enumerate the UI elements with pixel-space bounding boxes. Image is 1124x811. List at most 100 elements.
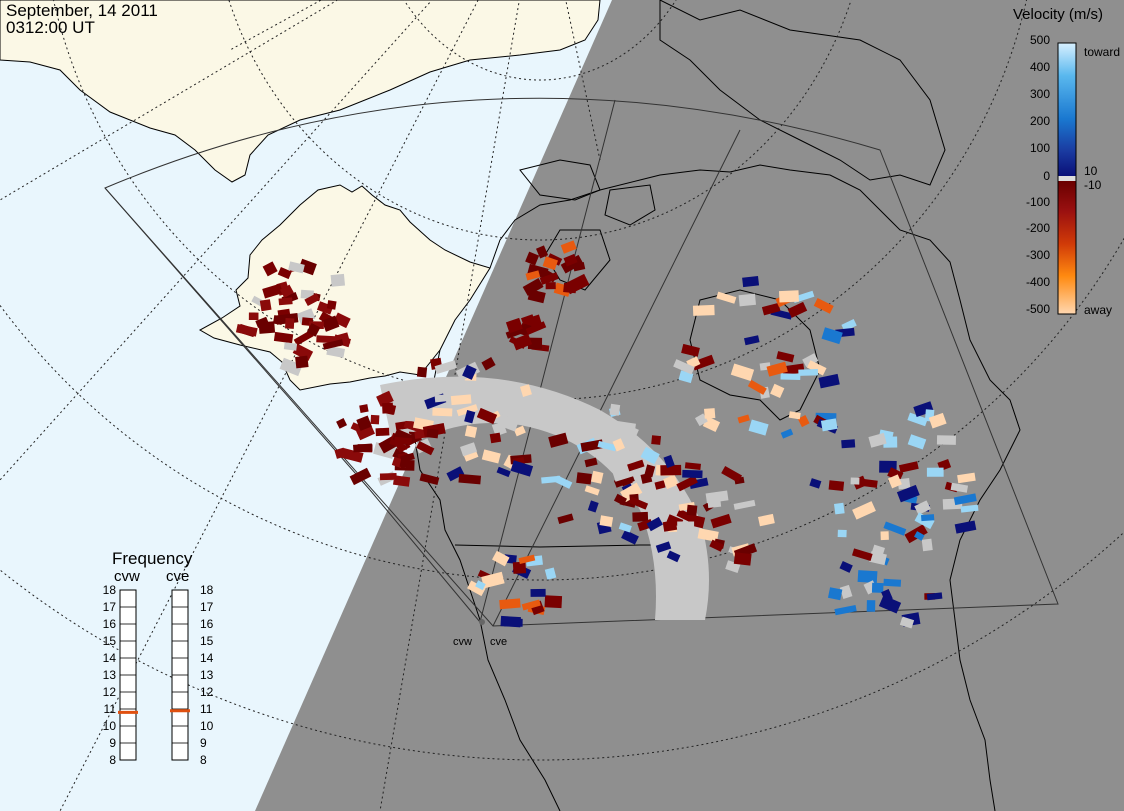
velocity-vector bbox=[283, 342, 298, 351]
velocity-vector bbox=[913, 401, 934, 418]
velocity-vector bbox=[599, 515, 614, 527]
velocity-vector bbox=[828, 480, 845, 491]
velocity-vector bbox=[476, 407, 498, 425]
velocity-vector bbox=[356, 415, 372, 431]
velocity-vector bbox=[697, 528, 719, 542]
velocity-vector bbox=[432, 407, 453, 417]
velocity-vector bbox=[914, 500, 931, 515]
velocity-vector bbox=[352, 443, 373, 453]
velocity-vector bbox=[733, 552, 752, 566]
velocity-vector bbox=[356, 424, 375, 441]
frequency-tick-label: 18 bbox=[200, 583, 214, 597]
velocity-vector bbox=[583, 420, 602, 431]
velocity-vector bbox=[897, 478, 911, 490]
velocity-vector bbox=[548, 432, 569, 448]
velocity-scale-title: Velocity (m/s) bbox=[1013, 6, 1104, 23]
velocity-vector bbox=[841, 318, 857, 332]
velocity-vector bbox=[280, 284, 294, 298]
velocity-vector bbox=[322, 339, 344, 350]
velocity-vector bbox=[349, 467, 372, 486]
velocity-vector bbox=[839, 561, 853, 573]
velocity-vector bbox=[820, 418, 838, 432]
frequency-panel-title: Frequency bbox=[112, 549, 193, 568]
velocity-vector bbox=[684, 462, 702, 470]
velocity-vector bbox=[620, 476, 633, 487]
velocity-vector bbox=[926, 592, 943, 601]
radar-site-label-cve: cve bbox=[490, 636, 508, 648]
velocity-vector bbox=[304, 293, 320, 307]
ground-scatter-band bbox=[380, 376, 709, 620]
velocity-vector bbox=[321, 315, 340, 332]
velocity-vector bbox=[896, 484, 920, 503]
frequency-tick-label: 9 bbox=[200, 736, 207, 750]
velocity-vector bbox=[654, 480, 666, 490]
velocity-vector bbox=[721, 465, 743, 483]
velocity-vector bbox=[852, 501, 876, 520]
velocity-vector bbox=[837, 529, 847, 538]
velocity-vector bbox=[560, 240, 577, 254]
velocity-vector bbox=[733, 499, 756, 510]
velocity-vector bbox=[609, 403, 621, 416]
velocity-vector bbox=[907, 412, 928, 427]
velocity-vector bbox=[766, 361, 788, 377]
frequency-tick-label: 8 bbox=[109, 753, 116, 767]
velocity-vector bbox=[866, 600, 876, 612]
velocity-vector bbox=[496, 466, 511, 478]
frequency-tick-label: 14 bbox=[102, 651, 116, 665]
velocity-vector bbox=[235, 324, 258, 337]
velocity-vector bbox=[248, 312, 259, 321]
velocity-vector bbox=[382, 402, 394, 414]
velocity-vector bbox=[458, 473, 482, 485]
velocity-vector bbox=[640, 472, 653, 484]
velocity-vector bbox=[370, 414, 380, 425]
velocity-vector bbox=[539, 272, 559, 285]
frequency-tick-label: 10 bbox=[200, 719, 214, 733]
velocity-tick-label: 0 bbox=[1043, 169, 1050, 183]
velocity-vector bbox=[858, 478, 878, 488]
velocity-vector bbox=[576, 472, 592, 485]
velocity-vector bbox=[883, 436, 898, 448]
frequency-tick-label: 12 bbox=[102, 685, 116, 699]
velocity-vector bbox=[770, 383, 785, 398]
frequency-bar-cve bbox=[170, 589, 190, 761]
velocity-vector bbox=[434, 360, 457, 374]
velocity-toward-label: toward bbox=[1084, 45, 1121, 59]
velocity-vector bbox=[957, 472, 976, 484]
frequency-tick-label: 18 bbox=[102, 583, 116, 597]
velocity-vector bbox=[481, 449, 501, 464]
velocity-vector bbox=[907, 434, 927, 450]
velocity-tick-label: -300 bbox=[1025, 248, 1050, 262]
frequency-tick-label: 11 bbox=[200, 702, 213, 716]
velocity-vector bbox=[481, 357, 496, 371]
velocity-vector bbox=[426, 428, 439, 439]
frequency-tick-label: 17 bbox=[200, 600, 214, 614]
velocity-vector bbox=[359, 404, 369, 413]
velocity-vector bbox=[744, 335, 760, 346]
velocity-vector bbox=[522, 277, 544, 296]
velocity-vector bbox=[288, 261, 305, 274]
velocity-vector bbox=[839, 584, 853, 600]
velocity-vector bbox=[475, 580, 486, 591]
time-label: 0312:00 UT bbox=[6, 18, 95, 37]
velocity-vector bbox=[416, 441, 435, 456]
velocity-vector bbox=[521, 314, 535, 325]
velocity-tick-label: 10 bbox=[1084, 164, 1098, 178]
velocity-vector bbox=[512, 561, 527, 574]
velocity-vector bbox=[798, 369, 819, 376]
frequency-tick-label: 16 bbox=[200, 617, 214, 631]
velocity-vector bbox=[738, 293, 756, 307]
velocity-vector bbox=[761, 302, 781, 316]
velocity-vector bbox=[818, 373, 840, 389]
velocity-vector bbox=[293, 330, 314, 346]
velocity-vector bbox=[787, 301, 808, 318]
velocity-vector bbox=[492, 550, 510, 567]
radar-fov bbox=[104, 97, 1059, 627]
velocity-vector bbox=[326, 345, 345, 358]
velocity-vector bbox=[530, 588, 546, 597]
velocity-tick-label: -10 bbox=[1084, 178, 1102, 192]
velocity-vector bbox=[513, 425, 526, 437]
velocity-vector bbox=[262, 283, 283, 299]
velocity-vector bbox=[788, 411, 801, 420]
velocity-vector bbox=[376, 390, 394, 407]
